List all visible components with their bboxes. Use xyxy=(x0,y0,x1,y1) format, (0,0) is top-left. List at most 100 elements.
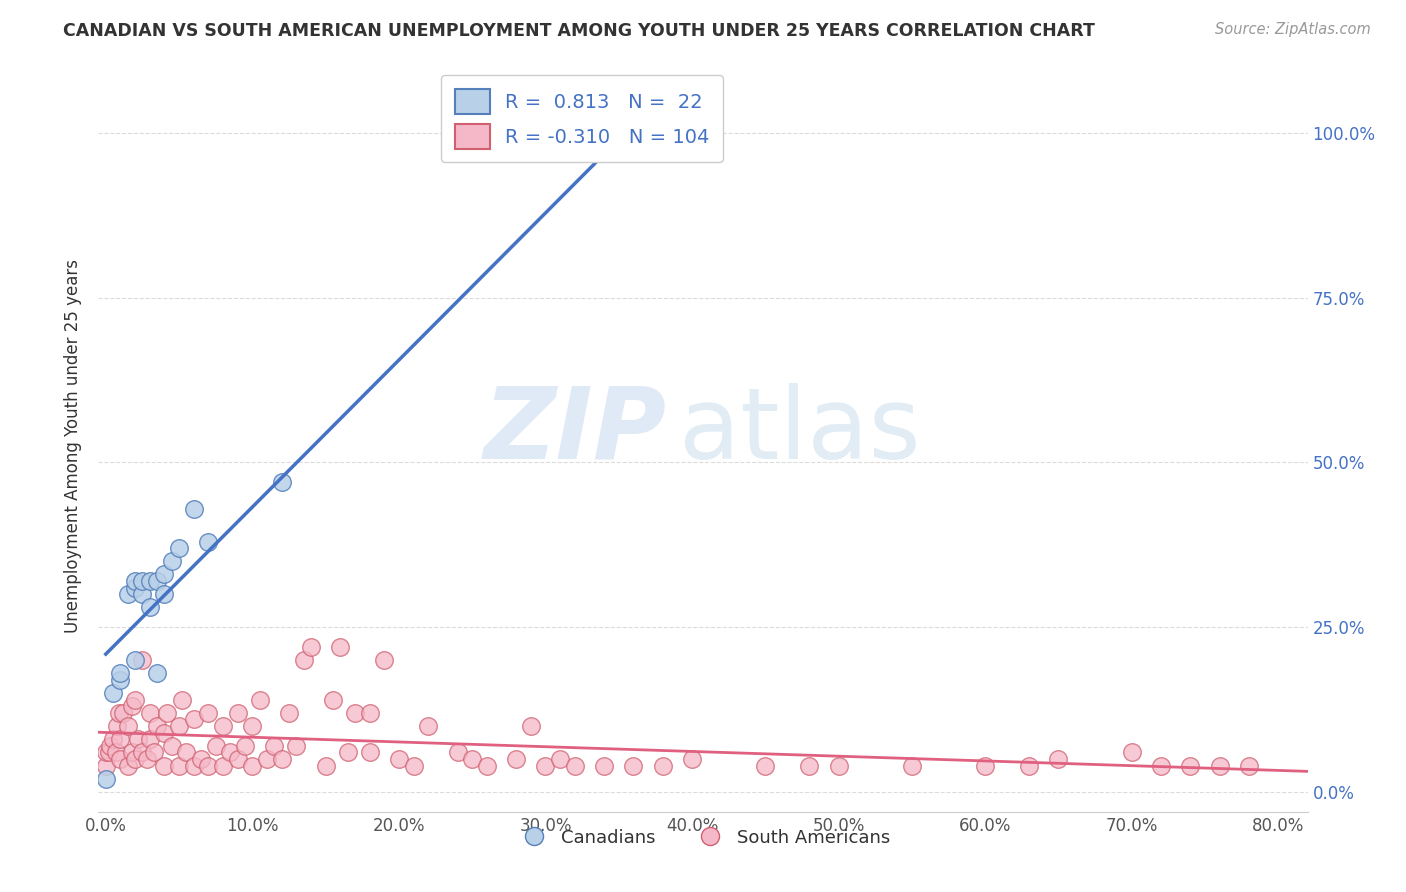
Point xyxy=(124,752,146,766)
Point xyxy=(593,758,616,772)
Point xyxy=(1208,758,1230,772)
Point xyxy=(124,653,146,667)
Point xyxy=(153,725,176,739)
Point xyxy=(226,706,249,720)
Point xyxy=(94,746,117,760)
Point xyxy=(135,752,157,766)
Point xyxy=(446,746,468,760)
Point xyxy=(1018,758,1040,772)
Point xyxy=(799,758,821,772)
Point xyxy=(233,739,256,753)
Text: Source: ZipAtlas.com: Source: ZipAtlas.com xyxy=(1215,22,1371,37)
Point xyxy=(124,574,146,588)
Point xyxy=(1180,758,1202,772)
Point xyxy=(94,772,117,786)
Point xyxy=(505,752,527,766)
Point xyxy=(315,758,337,772)
Point xyxy=(138,706,160,720)
Point xyxy=(197,758,219,772)
Point xyxy=(197,534,219,549)
Point xyxy=(402,758,425,772)
Point xyxy=(1237,758,1260,772)
Point xyxy=(160,554,183,568)
Point xyxy=(681,752,703,766)
Y-axis label: Unemployment Among Youth under 25 years: Unemployment Among Youth under 25 years xyxy=(65,259,83,633)
Point xyxy=(153,587,176,601)
Point xyxy=(117,758,139,772)
Point xyxy=(138,574,160,588)
Point xyxy=(754,758,776,772)
Point xyxy=(190,752,212,766)
Point xyxy=(146,666,169,681)
Point xyxy=(292,653,315,667)
Point xyxy=(138,600,160,615)
Point xyxy=(343,706,366,720)
Point xyxy=(167,719,190,733)
Point xyxy=(138,732,160,747)
Point xyxy=(637,126,659,140)
Point xyxy=(974,758,997,772)
Point xyxy=(359,706,381,720)
Point xyxy=(131,587,153,601)
Point xyxy=(153,758,176,772)
Point xyxy=(336,746,359,760)
Point xyxy=(167,758,190,772)
Point xyxy=(131,574,153,588)
Point xyxy=(270,752,292,766)
Point xyxy=(651,758,673,772)
Point xyxy=(101,686,124,700)
Point xyxy=(475,758,498,772)
Point xyxy=(112,706,135,720)
Point xyxy=(1047,752,1070,766)
Point xyxy=(117,587,139,601)
Point xyxy=(127,732,149,747)
Point xyxy=(117,719,139,733)
Point xyxy=(278,706,301,720)
Point xyxy=(240,758,263,772)
Point xyxy=(827,758,849,772)
Point xyxy=(329,640,352,654)
Point xyxy=(146,719,169,733)
Point xyxy=(212,758,235,772)
Point xyxy=(121,699,143,714)
Point xyxy=(219,746,242,760)
Point xyxy=(153,567,176,582)
Point xyxy=(548,752,571,766)
Point xyxy=(183,501,205,516)
Point xyxy=(97,746,120,760)
Point xyxy=(110,752,132,766)
Point xyxy=(170,692,193,706)
Point xyxy=(110,732,132,747)
Point xyxy=(107,719,129,733)
Point xyxy=(167,541,190,556)
Point xyxy=(322,692,344,706)
Point xyxy=(263,739,285,753)
Point xyxy=(131,746,153,760)
Point xyxy=(256,752,278,766)
Text: CANADIAN VS SOUTH AMERICAN UNEMPLOYMENT AMONG YOUTH UNDER 25 YEARS CORRELATION C: CANADIAN VS SOUTH AMERICAN UNEMPLOYMENT … xyxy=(63,22,1095,40)
Point xyxy=(534,758,557,772)
Point xyxy=(249,692,271,706)
Point xyxy=(204,739,226,753)
Point xyxy=(105,746,128,760)
Point xyxy=(240,719,263,733)
Point xyxy=(131,653,153,667)
Point xyxy=(621,758,644,772)
Point xyxy=(226,752,249,766)
Point xyxy=(183,758,205,772)
Point xyxy=(212,719,235,733)
Point xyxy=(1150,758,1173,772)
Point xyxy=(121,746,143,760)
Point xyxy=(388,752,411,766)
Point xyxy=(359,746,381,760)
Text: atlas: atlas xyxy=(679,383,921,480)
Point xyxy=(373,653,395,667)
Text: ZIP: ZIP xyxy=(484,383,666,480)
Point xyxy=(418,719,440,733)
Point xyxy=(124,692,146,706)
Point xyxy=(520,719,543,733)
Point xyxy=(197,706,219,720)
Legend: Canadians, South Americans: Canadians, South Americans xyxy=(509,822,897,854)
Point xyxy=(101,732,124,747)
Point xyxy=(124,581,146,595)
